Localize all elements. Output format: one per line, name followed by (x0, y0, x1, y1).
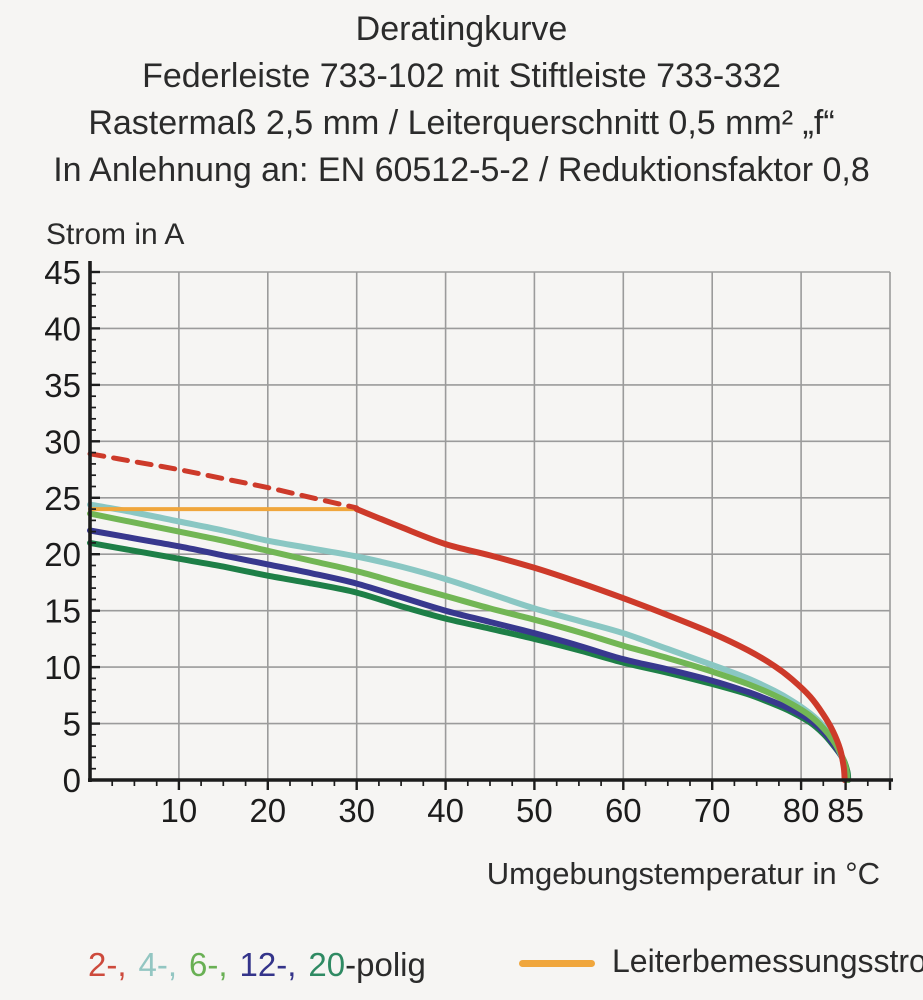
legend-4-polig: 4-, (138, 946, 178, 983)
x-axis-title: Umgebungstemperatur in °C (486, 856, 880, 891)
svg-text:40: 40 (427, 792, 464, 829)
rated-current-line-swatch (519, 960, 595, 967)
svg-text:5: 5 (63, 706, 81, 743)
svg-text:30: 30 (338, 792, 375, 829)
legend-2-polig: 2-, (88, 946, 127, 983)
svg-text:10: 10 (161, 792, 198, 829)
svg-text:40: 40 (44, 310, 81, 347)
svg-text:50: 50 (516, 792, 553, 829)
chart-title: Deratingkurve (355, 10, 568, 48)
rated-current-label: Leiterbemessungsstrom (612, 943, 923, 979)
svg-text:80: 80 (783, 792, 820, 829)
svg-text:45: 45 (44, 254, 81, 291)
legend-12-polig: 12-, (239, 946, 297, 983)
chart-subtitle-connectors: Federleiste 733-102 mit Stiftleiste 733-… (142, 57, 781, 95)
svg-text:85: 85 (827, 792, 864, 829)
svg-text:15: 15 (44, 593, 81, 630)
title-block: Deratingkurve Federleiste 733-102 mit St… (0, 6, 923, 194)
svg-text:35: 35 (44, 367, 81, 404)
svg-text:60: 60 (605, 792, 642, 829)
svg-text:10: 10 (44, 649, 81, 686)
svg-text:20: 20 (44, 536, 81, 573)
derating-plot: 10 20 30 40 50 60 70 80 85 0 5 10 15 20 25 30 35 40 45 (44, 254, 893, 829)
legend-polig-suffix: -polig (345, 946, 426, 983)
chart-subtitle-pitch: Rastermaß 2,5 mm / Leiterquerschnitt 0,5… (88, 104, 835, 142)
svg-text:0: 0 (63, 762, 81, 799)
chart-subtitle-standard: In Anlehnung an: EN 60512-5-2 / Reduktio… (53, 151, 870, 189)
y-axis-title: Strom in A (46, 218, 185, 251)
legend-20-polig: 20 (308, 946, 346, 983)
derating-curve-svg: 10 20 30 40 50 60 70 80 85 0 5 10 15 20 25 30 35 40 45 (44, 254, 893, 829)
svg-text:70: 70 (694, 792, 731, 829)
rated-current-legend: Leiterbemessungsstrom (519, 943, 923, 980)
svg-text:30: 30 (44, 423, 81, 460)
legend-6-polig: 6-, (189, 946, 228, 983)
svg-text:25: 25 (44, 480, 81, 517)
poles-legend: 2-, 4-, 6-, 12-, 20-polig (88, 946, 426, 984)
svg-text:20: 20 (249, 792, 286, 829)
